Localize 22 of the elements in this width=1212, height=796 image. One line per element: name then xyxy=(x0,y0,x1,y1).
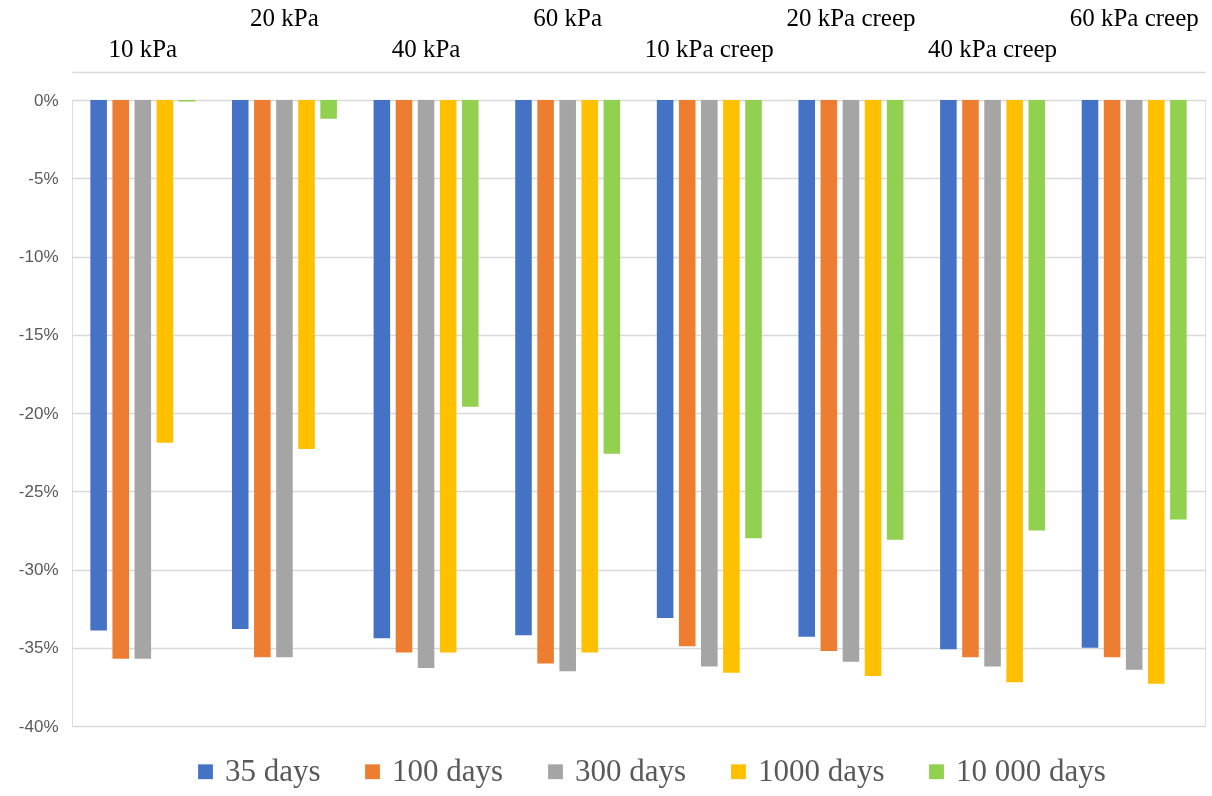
legend-label: 100 days xyxy=(392,752,504,788)
legend-label: 300 days xyxy=(575,752,687,788)
y-tick-label: 0% xyxy=(33,90,59,110)
y-tick-label: -40% xyxy=(18,716,59,736)
x-tick-label: 60 kPa xyxy=(533,3,603,31)
x-tick-label: 60 kPa creep xyxy=(1069,3,1199,31)
x-tick-label: 40 kPa creep xyxy=(928,34,1058,62)
y-tick-label: -20% xyxy=(18,403,59,423)
y-tick-label: -10% xyxy=(18,247,59,266)
y-tick-label: -30% xyxy=(18,560,59,579)
legend-label: 35 days xyxy=(225,752,321,788)
y-tick-label: -25% xyxy=(18,481,59,501)
x-tick-label: 10 kPa creep xyxy=(644,34,774,62)
y-tick-label: -35% xyxy=(18,638,59,658)
x-tick-label: 10 kPa xyxy=(108,34,178,62)
y-tick-label: -15% xyxy=(18,325,59,345)
x-tick-label: 40 kPa xyxy=(391,34,461,62)
x-tick-label: 20 kPa creep xyxy=(786,3,916,31)
y-tick-label: -5% xyxy=(28,168,59,188)
x-tick-label: 20 kPa xyxy=(250,3,319,31)
legend-label: 10 000 days xyxy=(956,752,1106,788)
legend-label: 1000 days xyxy=(758,752,885,788)
